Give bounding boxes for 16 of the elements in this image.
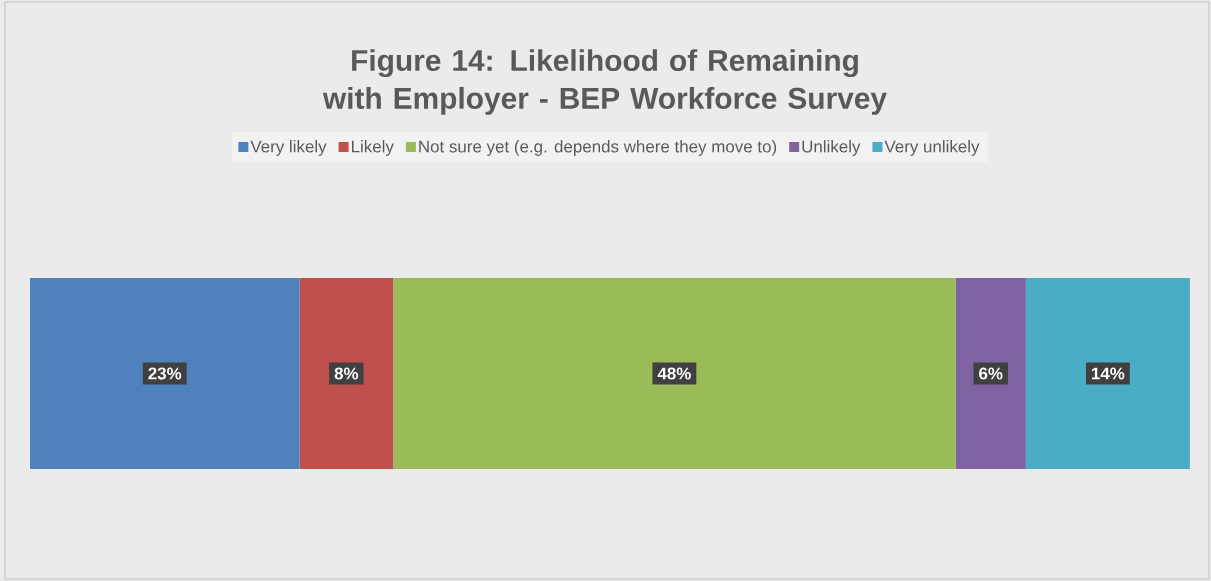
chart-title: Figure 14: Likelihood of Remaining with Employer - BEP Workforce Survey	[322, 49, 887, 115]
data-label: 8%	[334, 367, 359, 380]
data-label: 6%	[979, 367, 1003, 380]
data-label: 14%	[1092, 367, 1125, 380]
bar	[955, 278, 1026, 469]
data-label: 23%	[148, 367, 182, 380]
legend-label: Likely	[351, 140, 394, 156]
legend-label: Not sure yet (e.g. depends where they move to)	[419, 140, 777, 156]
legend-label: Unlikely	[802, 140, 861, 156]
data-label: 48%	[657, 367, 691, 380]
bar	[299, 278, 394, 469]
bar	[1025, 278, 1190, 469]
bar	[393, 278, 956, 469]
bar	[30, 278, 300, 469]
legend-label: Very likely	[250, 140, 327, 156]
legend-label: Very unlikely	[884, 140, 980, 156]
